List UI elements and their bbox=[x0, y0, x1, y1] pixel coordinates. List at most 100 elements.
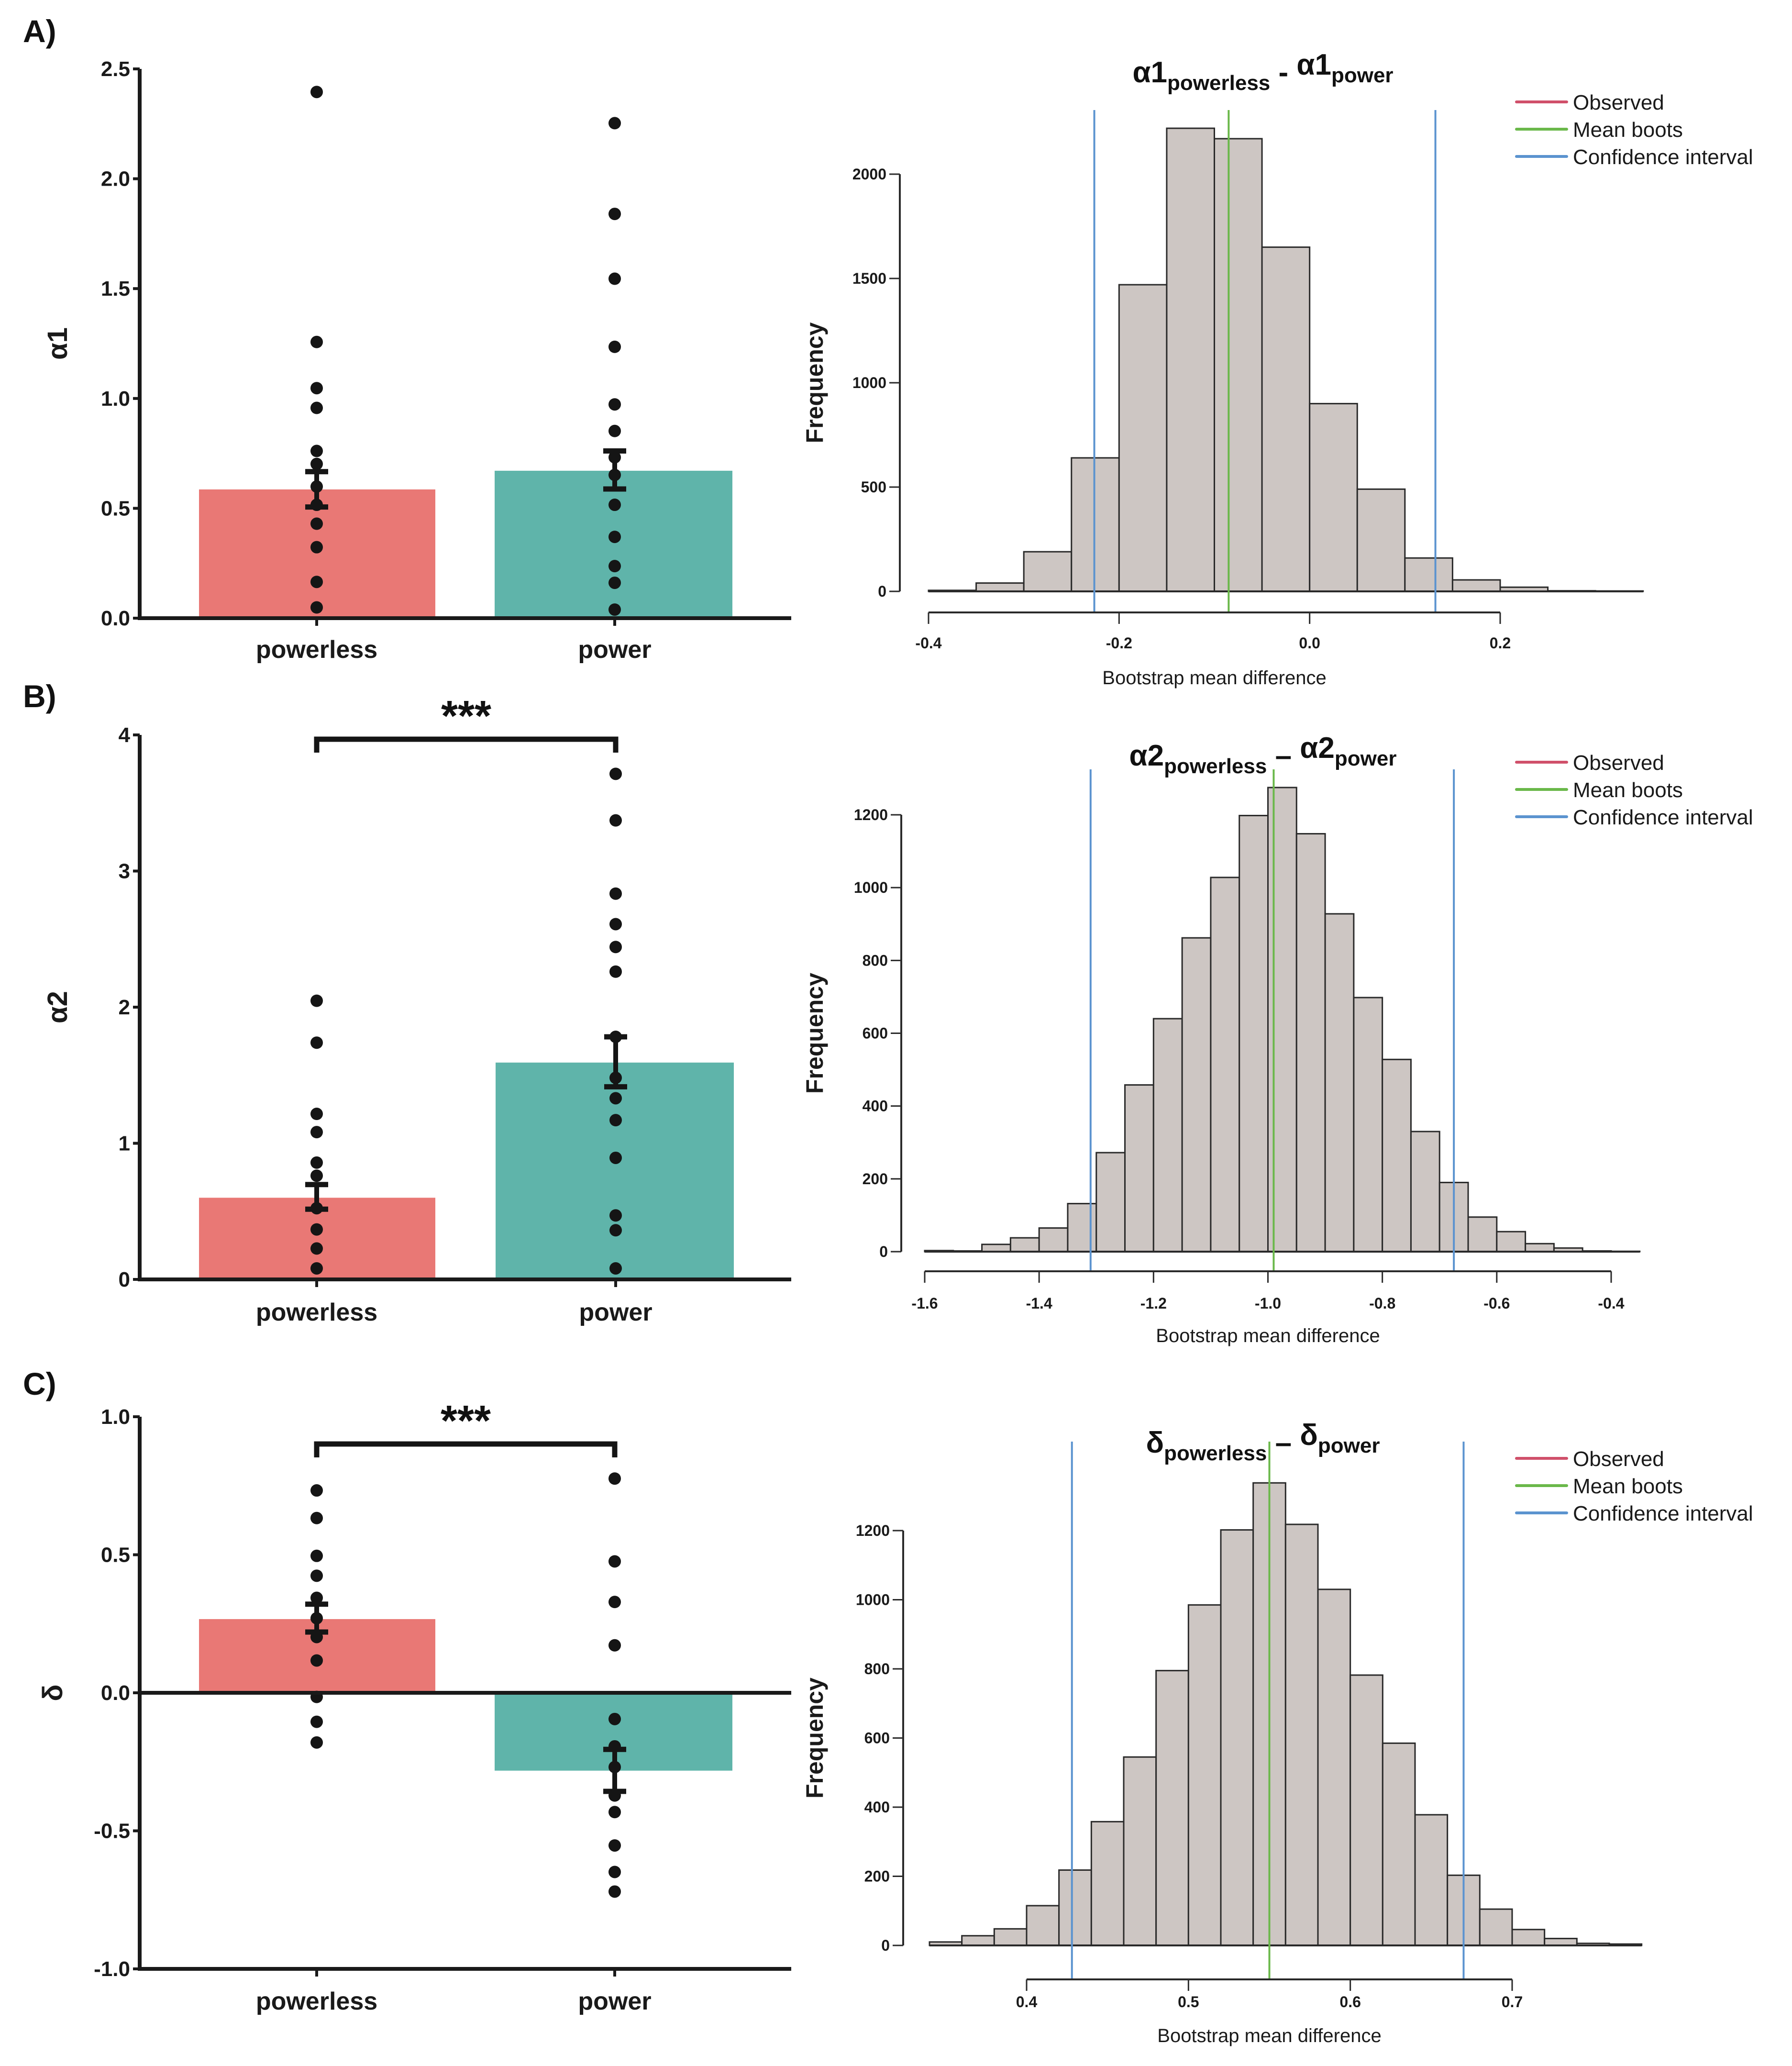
data-point-power bbox=[609, 767, 622, 780]
histogram-bin bbox=[1095, 1152, 1126, 1253]
histogram-bin bbox=[1038, 1227, 1069, 1253]
panel-label: B) bbox=[23, 678, 56, 714]
data-point-powerless bbox=[310, 1036, 323, 1049]
data-point-power bbox=[608, 272, 621, 285]
histogram-bin bbox=[1511, 1929, 1546, 1946]
data-point-power bbox=[608, 499, 621, 511]
data-point-power bbox=[609, 1224, 622, 1237]
y-tick-label: 0 bbox=[878, 583, 886, 600]
y-axis-label: δ bbox=[37, 1684, 68, 1701]
data-point-power bbox=[609, 814, 622, 827]
data-point-power bbox=[609, 1092, 622, 1105]
data-point-power bbox=[608, 398, 621, 411]
histogram-bin bbox=[1544, 1938, 1578, 1946]
histogram-bin bbox=[961, 1935, 995, 1946]
data-point-power bbox=[609, 887, 622, 900]
x-tick-label: -1.6 bbox=[911, 1295, 938, 1312]
histogram-title: δpowerless – δpower bbox=[1146, 1419, 1380, 1465]
y-axis-label: α2 bbox=[42, 991, 73, 1023]
legend-label: Mean boots bbox=[1573, 778, 1683, 802]
data-point-power bbox=[608, 1885, 621, 1898]
y-tick-label: 1200 bbox=[854, 806, 888, 823]
x-tick-label: -1.0 bbox=[1255, 1295, 1281, 1312]
y-tick-label: 0.0 bbox=[101, 607, 130, 630]
y-tick-label: 200 bbox=[864, 1868, 890, 1885]
x-axis-label: Bootstrap mean difference bbox=[1156, 1325, 1380, 1346]
significance-bracket bbox=[314, 736, 619, 753]
histogram-bin bbox=[993, 1928, 1028, 1946]
title-title-main2: α2 bbox=[1300, 732, 1335, 765]
data-point-powerless bbox=[310, 1511, 323, 1524]
panel-b-histogram: 0 200 400 600 800 1000 1200 -1.6 -1.4 -1.2 -1.0 -0.… bbox=[801, 732, 1753, 1346]
histogram-bin bbox=[1058, 1869, 1092, 1946]
histogram-bin bbox=[981, 1244, 1011, 1253]
x-tick-label: -0.6 bbox=[1483, 1295, 1510, 1312]
panel-c-histogram: 0 200 400 600 800 1000 1200 0.4 0.5 0.6 0.7 Bootstr… bbox=[801, 1419, 1753, 2046]
x-tick-label: -0.4 bbox=[915, 634, 941, 652]
data-point-powerless bbox=[310, 457, 323, 470]
x-axis-label: Bootstrap mean difference bbox=[1157, 2025, 1381, 2046]
y-tick-label: 400 bbox=[864, 1799, 890, 1816]
x-tick-label: 0.6 bbox=[1339, 1993, 1361, 2010]
x-tick-label: 0.0 bbox=[1299, 634, 1320, 652]
data-point-powerless bbox=[310, 1654, 323, 1667]
histogram-bin bbox=[1404, 557, 1453, 592]
data-point-power bbox=[608, 577, 621, 589]
histogram-bin bbox=[1309, 403, 1358, 592]
category-label: powerless bbox=[256, 1988, 377, 2015]
legend-label: Observed bbox=[1573, 1447, 1664, 1471]
histogram-bin bbox=[1155, 1670, 1189, 1946]
data-point-power bbox=[608, 1472, 621, 1485]
y-tick-label: 2000 bbox=[852, 166, 886, 183]
data-point-power bbox=[608, 117, 621, 130]
data-point-powerless bbox=[310, 517, 323, 530]
title-title-sep: – bbox=[1267, 1426, 1300, 1459]
title-title-main: α1 bbox=[1132, 56, 1167, 89]
histogram-bin bbox=[1118, 284, 1168, 592]
category-label: powerless bbox=[256, 636, 377, 664]
y-tick-label: 0.5 bbox=[101, 1544, 130, 1567]
y-tick-label: 4 bbox=[119, 723, 131, 747]
data-point-powerless bbox=[310, 444, 323, 457]
histogram-bin bbox=[1214, 138, 1263, 592]
histogram-bin bbox=[1295, 833, 1326, 1253]
histogram-title: α2powerless – α2power bbox=[1129, 732, 1397, 778]
title-title-main: δ bbox=[1146, 1426, 1164, 1459]
histogram-bin bbox=[1317, 1588, 1351, 1946]
histogram-bin bbox=[975, 582, 1025, 592]
data-point-power bbox=[608, 603, 621, 616]
histogram-bin bbox=[1451, 579, 1501, 592]
data-point-power bbox=[609, 1151, 622, 1164]
histogram-bin bbox=[1067, 1203, 1097, 1253]
panel-a-histogram: 0 500 1000 1500 2000 -0.4 -0.2 0.0 0.2 Bootstrap … bbox=[801, 48, 1753, 689]
x-tick-label: -0.8 bbox=[1369, 1295, 1395, 1312]
title-title-sub2: power bbox=[1331, 64, 1394, 87]
bar-power bbox=[495, 470, 732, 618]
data-point-power bbox=[608, 1596, 621, 1609]
histogram-bin bbox=[1467, 1216, 1498, 1253]
histogram-bin bbox=[1525, 1243, 1555, 1253]
data-point-powerless bbox=[310, 1715, 323, 1728]
data-point-powerless bbox=[310, 1242, 323, 1255]
title-title-sub1: powerless bbox=[1164, 1442, 1267, 1465]
y-tick-label: 800 bbox=[864, 1660, 890, 1677]
histogram-bin bbox=[1496, 1231, 1527, 1253]
x-tick-label: -1.4 bbox=[1026, 1295, 1052, 1312]
histogram-bin bbox=[1479, 1908, 1513, 1946]
data-point-powerless bbox=[310, 1484, 323, 1497]
data-point-power bbox=[608, 1555, 621, 1568]
histogram-bin bbox=[1284, 1523, 1319, 1946]
data-point-powerless bbox=[310, 1108, 323, 1121]
data-point-powerless bbox=[310, 541, 323, 554]
x-tick-label: -0.4 bbox=[1598, 1295, 1624, 1312]
legend-label: Confidence interval bbox=[1573, 1502, 1753, 1525]
data-point-powerless bbox=[310, 576, 323, 589]
y-tick-label: 1000 bbox=[854, 879, 888, 896]
significance-bracket bbox=[314, 1441, 618, 1457]
category-label: power bbox=[578, 636, 651, 664]
legend-label: Mean boots bbox=[1573, 1475, 1683, 1498]
y-tick-label: 1.0 bbox=[101, 387, 130, 411]
y-tick-label: 1000 bbox=[856, 1591, 890, 1609]
y-tick-label: 0.0 bbox=[101, 1681, 130, 1705]
